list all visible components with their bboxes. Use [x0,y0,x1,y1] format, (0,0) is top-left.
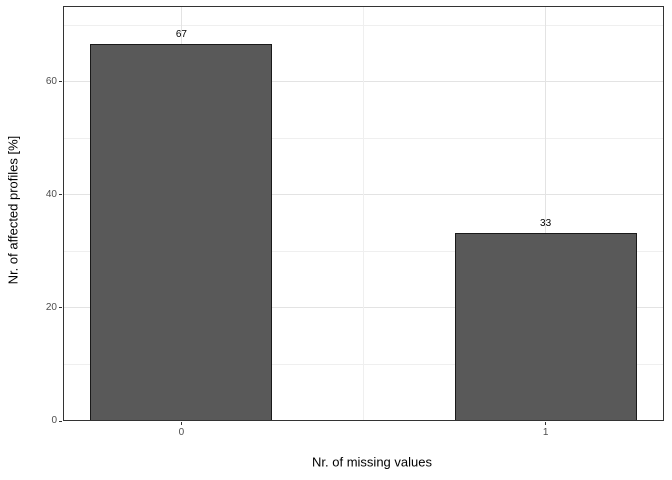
y-tick-label: 0 [51,415,57,426]
y-axis-title: Nr. of affected profiles [%] [5,135,21,285]
x-axis-title: Nr. of missing values [312,454,432,470]
gridline-minor-x [363,6,364,421]
x-tick-mark [545,422,547,425]
x-tick-label: 1 [542,427,549,438]
bar [90,43,273,421]
gridline-major-x [545,6,547,421]
plot-panel: 67 33 [59,6,664,425]
bar [454,232,637,421]
bar-value-label: 33 [540,217,552,229]
x-tick-label: 0 [178,427,185,438]
y-tick-mark [59,81,62,83]
y-tick-label: 20 [45,301,57,313]
y-tick-mark [59,420,62,422]
y-tick-mark [59,194,62,196]
bar-value-label: 67 [175,28,187,40]
y-tick-label: 60 [45,75,57,87]
y-tick-mark [59,307,62,309]
y-tick-label: 40 [45,188,57,200]
x-tick-mark [180,422,182,425]
